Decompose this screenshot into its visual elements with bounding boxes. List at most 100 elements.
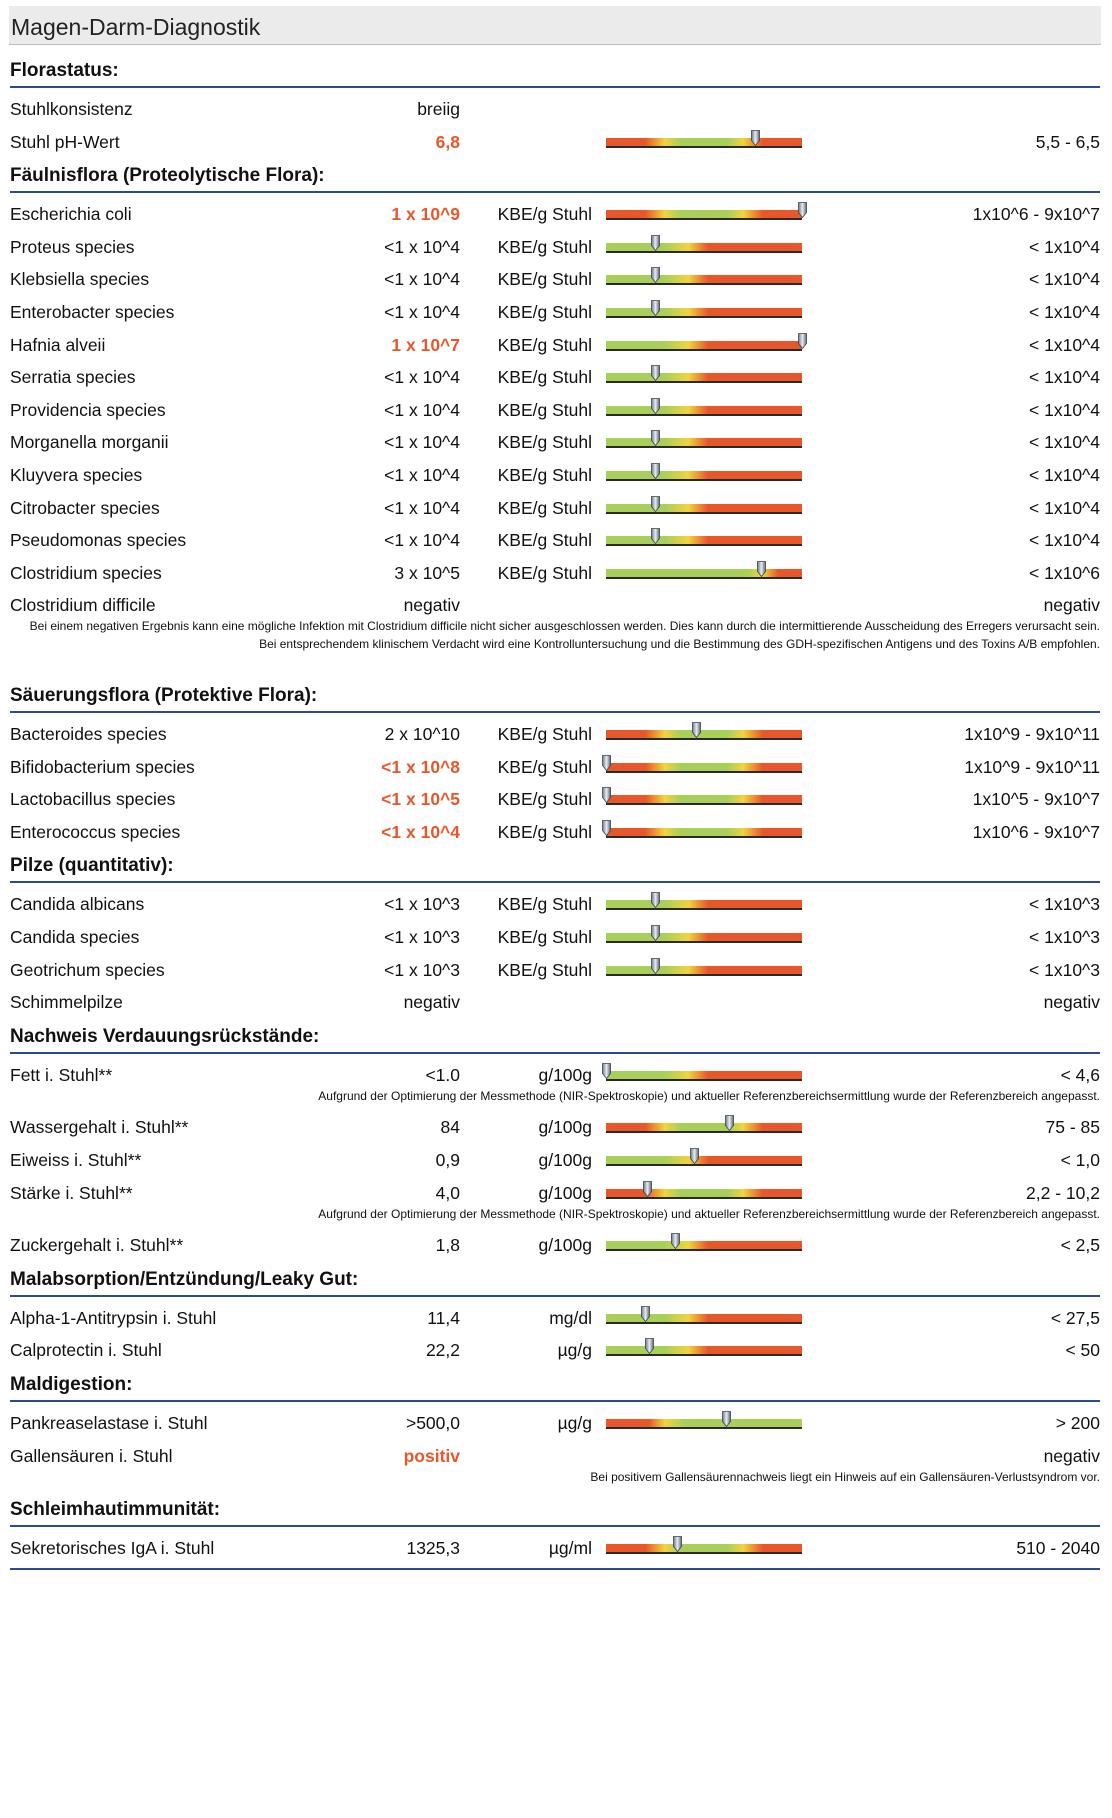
- result-value: <1 x 10^3: [384, 894, 460, 915]
- result-row: Wassergehalt i. Stuhl** 84 g/100g 75 - 85: [0, 1112, 1112, 1142]
- parameter-name: Eiweiss i. Stuhl**: [10, 1150, 142, 1170]
- range-bar-fill: [606, 1123, 802, 1133]
- result-row: Proteus species <1 x 10^4 KBE/g Stuhl < 1x1…: [0, 232, 1112, 262]
- reference-range: negativ: [1043, 595, 1100, 616]
- range-bar-fill: [606, 1241, 802, 1251]
- value-marker-icon: [651, 300, 660, 316]
- section-header: Pilze (quantitativ):: [10, 853, 1100, 884]
- parameter-name: Stuhlkonsistenz: [10, 99, 133, 119]
- range-bar: [606, 1338, 802, 1357]
- section-title: Pilze (quantitativ):: [10, 855, 174, 877]
- parameter-name: Providencia species: [10, 399, 166, 420]
- value-marker-icon: [641, 1305, 651, 1322]
- reference-range: > 200: [1055, 1413, 1100, 1433]
- range-bar-fill: [606, 536, 802, 546]
- range-bar-fill: [606, 210, 802, 220]
- result-unit: KBE/g Stuhl: [497, 432, 592, 453]
- range-bar: [602, 819, 802, 838]
- parameter-name: Hafnia alveii: [10, 334, 106, 355]
- parameter-name: Citrobacter species: [10, 497, 160, 518]
- range-bar-fill: [606, 762, 802, 772]
- range-bar: [606, 560, 802, 579]
- range-bar-fill: [606, 933, 802, 942]
- parameter-name: Clostridium species: [10, 562, 162, 583]
- section-title: Schleimhautimmunität:: [10, 1499, 221, 1521]
- section-header: Malabsorption/Entzündung/Leaky Gut:: [10, 1267, 1100, 1297]
- parameter-name: Clostridium difficile: [10, 595, 156, 616]
- result-value: <1 x 10^8: [381, 756, 460, 777]
- result-unit: KBE/g Stuhl: [497, 334, 592, 355]
- value-marker-icon: [798, 332, 807, 349]
- result-value: <1 x 10^4: [384, 465, 460, 485]
- value-marker-icon: [651, 397, 660, 414]
- section-divider: [10, 1525, 1100, 1528]
- result-row: Alpha-1-Antitrypsin i. Stuhl 11,4 mg/dl < 2…: [0, 1303, 1112, 1333]
- result-value: 11,4: [427, 1307, 460, 1328]
- section-header: Säuerungsflora (Protektive Flora):: [10, 683, 1100, 713]
- range-bar: [606, 1305, 802, 1324]
- value-marker-icon: [670, 1233, 680, 1250]
- range-bar: [606, 1233, 802, 1252]
- parameter-name: Pseudomonas species: [10, 530, 187, 551]
- range-bar-baseline: [606, 218, 802, 221]
- result-row: Clostridium difficile negativ negativ: [0, 590, 1112, 620]
- result-unit: KBE/g Stuhl: [497, 959, 592, 980]
- range-bar-baseline: [606, 479, 802, 481]
- result-unit: KBE/g Stuhl: [497, 367, 592, 388]
- result-row: Bifidobacterium species <1 x 10^8 KBE/g St…: [0, 752, 1112, 782]
- range-bar-baseline: [606, 1164, 802, 1166]
- range-bar: [606, 1180, 802, 1199]
- result-unit: KBE/g Stuhl: [497, 789, 592, 810]
- row-note: Bei positivem Gallensäurennachweis liegt…: [590, 1470, 1100, 1485]
- section-divider: [10, 86, 1100, 88]
- result-row: Gallensäuren i. Stuhl positiv negativ: [0, 1441, 1112, 1471]
- value-marker-icon: [651, 495, 660, 512]
- result-value: negativ: [403, 992, 460, 1013]
- value-marker-icon: [690, 1148, 700, 1164]
- range-bar: [606, 1536, 802, 1555]
- result-unit: KBE/g Stuhl: [497, 927, 592, 947]
- section-title: Fäulnisflora (Proteolytische Flora):: [10, 165, 325, 187]
- value-marker-icon: [751, 129, 760, 146]
- section-header: Nachweis Verdauungsrückstände:: [10, 1024, 1100, 1054]
- range-bar: [602, 787, 802, 806]
- range-bar-fill: [606, 1544, 802, 1554]
- result-unit: µg/g: [557, 1340, 592, 1361]
- parameter-name: Sekretorisches IgA i. Stuhl: [10, 1538, 215, 1559]
- result-value: positiv: [403, 1445, 460, 1466]
- result-unit: KBE/g Stuhl: [497, 497, 592, 518]
- reference-range: < 1x10^3: [1029, 927, 1100, 947]
- range-bar-baseline: [606, 446, 802, 449]
- range-bar-fill: [606, 405, 802, 415]
- range-bar-baseline: [606, 1552, 802, 1555]
- parameter-name: Candida species: [10, 927, 140, 947]
- range-bar-baseline: [606, 1131, 802, 1134]
- value-marker-icon: [643, 1180, 653, 1197]
- result-row: Clostridium species 3 x 10^5 KBE/g Stuhl < …: [0, 558, 1112, 588]
- result-value: 22,2: [425, 1340, 460, 1361]
- parameter-name: Zuckergehalt i. Stuhl**: [10, 1235, 184, 1256]
- reference-range: negativ: [1043, 1445, 1100, 1466]
- range-bar-baseline: [606, 283, 802, 286]
- value-marker-icon: [645, 1338, 655, 1355]
- section-header: Maldigestion:: [10, 1372, 1100, 1402]
- range-bar-fill: [606, 1070, 802, 1080]
- value-marker-icon: [672, 1536, 682, 1553]
- reference-range: < 1x10^6: [1029, 562, 1100, 583]
- result-row: Pseudomonas species <1 x 10^4 KBE/g Stuhl <…: [0, 525, 1112, 555]
- parameter-name: Escherichia coli: [10, 204, 132, 225]
- result-row: Morganella morganii <1 x 10^4 KBE/g Stuhl <…: [0, 427, 1112, 457]
- range-bar-fill: [606, 1156, 802, 1165]
- row-note: Aufgrund der Optimierung der Messmethode…: [318, 1089, 1100, 1104]
- result-row: Providencia species <1 x 10^4 KBE/g Stuhl <…: [0, 395, 1112, 425]
- range-bar: [602, 1062, 802, 1081]
- reference-range: 2,2 - 10,2: [1026, 1182, 1100, 1203]
- result-row: Sekretorisches IgA i. Stuhl 1325,3 µg/ml 51…: [0, 1533, 1112, 1563]
- value-marker-icon: [692, 722, 702, 738]
- result-value: <1 x 10^3: [384, 927, 460, 947]
- result-row: Calprotectin i. Stuhl 22,2 µg/g < 50: [0, 1335, 1112, 1365]
- reference-range: < 1x10^3: [1029, 894, 1100, 915]
- result-value: <1 x 10^4: [384, 530, 460, 551]
- range-bar-baseline: [606, 1354, 802, 1357]
- value-marker-icon: [798, 202, 807, 219]
